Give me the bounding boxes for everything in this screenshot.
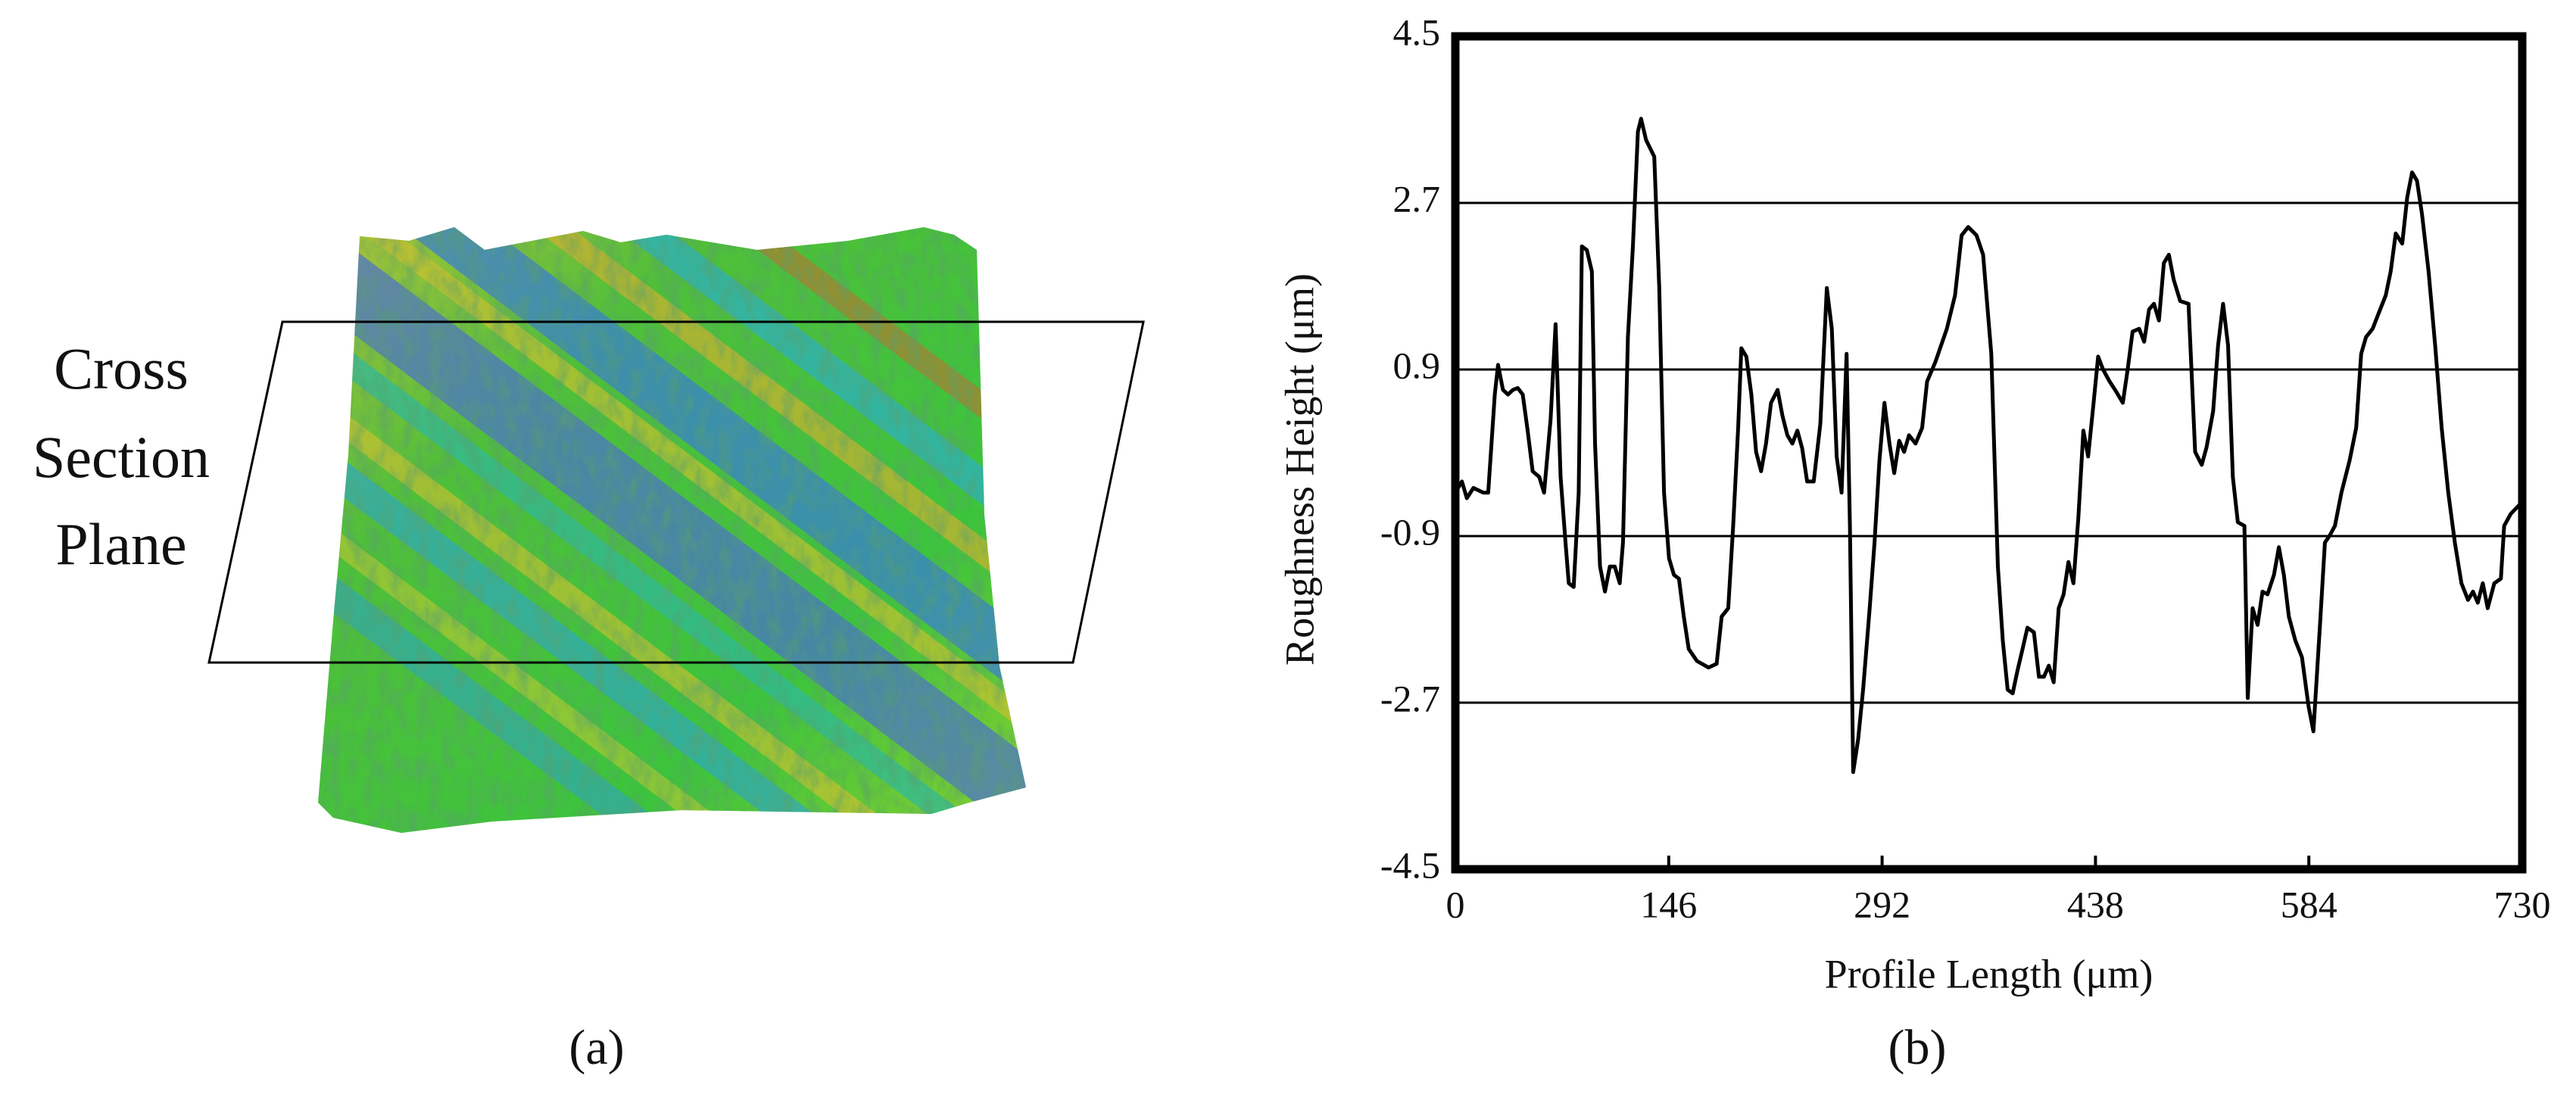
y-tick-label: 0.9 (1393, 344, 1441, 386)
y-tick-label: 2.7 (1393, 177, 1441, 220)
x-tick-label: 0 (1446, 883, 1465, 925)
y-tick-label: -4.5 (1380, 844, 1440, 886)
caption: (b) (1888, 1020, 1947, 1075)
x-tick-label: 730 (2494, 883, 2551, 925)
y-tick-label: -2.7 (1380, 677, 1440, 719)
cross-section-plane (207, 320, 1145, 664)
plane-label: Plane (55, 511, 186, 577)
x-tick-label: 438 (2067, 883, 2124, 925)
line-chart: -4.5 -2.7 -0.9 0.9 2.7 4.5 0 146 292 438 584 730 Pro… (1277, 11, 2550, 1075)
y-tick-label: 4.5 (1393, 11, 1441, 53)
plane-label: Section (33, 424, 210, 490)
surface-image (318, 227, 1026, 833)
y-axis-title: Roughness Height (μm) (1277, 273, 1322, 666)
x-tick-label: 584 (2281, 883, 2337, 925)
x-axis-title: Profile Length (μm) (1825, 951, 2153, 996)
x-tick-label: 292 (1854, 883, 1910, 925)
plane-label: Cross (54, 335, 189, 401)
x-tick-label: 146 (1640, 883, 1697, 925)
caption: (a) (569, 1020, 624, 1075)
profile-line (1453, 117, 2524, 775)
y-tick-label: -0.9 (1380, 510, 1440, 553)
plot-border (1451, 32, 2527, 874)
